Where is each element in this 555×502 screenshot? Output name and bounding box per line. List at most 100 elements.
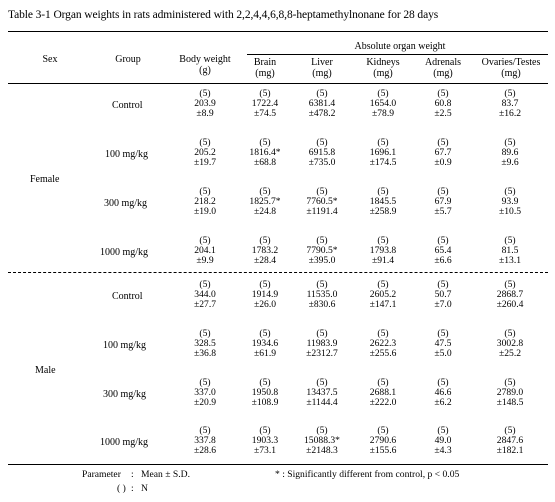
cell-mean: 93.9 — [501, 196, 519, 208]
header-ovaries-testes-unit: (mg) — [501, 67, 521, 79]
cell-mean: 65.4 — [434, 245, 452, 257]
cell-brain: (5) 1914.9 ±26.0 — [235, 279, 295, 311]
cell-mean: 46.6 — [434, 387, 452, 399]
group-label: 1000 mg/kg — [100, 247, 149, 258]
cell-n: (5) — [377, 328, 389, 339]
cell-mean: 2847.6 — [496, 435, 524, 447]
cell-n: (5) — [377, 137, 389, 148]
cell-n: (5) — [437, 186, 449, 197]
cell-n: (5) — [437, 328, 449, 339]
sex-label-female: Female — [30, 174, 60, 185]
cell-mean: 337.0 — [194, 387, 216, 399]
cell-sd: ±68.8 — [253, 157, 277, 169]
cell-sd: ±147.1 — [369, 299, 397, 311]
cell-brain: (5) 1722.4 ±74.5 — [235, 88, 295, 120]
cell-n: (5) — [437, 425, 449, 436]
cell-sd: ±26.0 — [253, 299, 277, 311]
header-group: Group — [115, 54, 141, 65]
cell-n: (5) — [316, 377, 328, 388]
cell-sd: ±8.9 — [196, 108, 214, 120]
cell-n: (5) — [504, 137, 516, 148]
cell-n: (5) — [199, 137, 211, 148]
cell-n: (5) — [259, 377, 271, 388]
cell-sd: ±6.6 — [434, 255, 452, 267]
header-body-weight-label: Body weight — [179, 54, 231, 65]
cell-liver: (5) 7760.5* ±1191.4 — [292, 186, 352, 218]
cell-mean: 7760.5* — [306, 196, 338, 208]
cell-mean: 83.7 — [501, 98, 519, 110]
cell-mean: 15088.3* — [304, 435, 340, 447]
cell-n: (5) — [259, 137, 271, 148]
cell-adrenals: (5) 49.0 ±4.3 — [413, 425, 473, 457]
top-rule — [8, 31, 548, 32]
cell-mean: 1783.2 — [251, 245, 279, 257]
cell-kidneys: (5) 1793.8 ±91.4 — [353, 235, 413, 267]
cell-sd: ±28.6 — [193, 445, 217, 457]
group-label: Control — [112, 291, 143, 302]
cell-sd: ±36.8 — [193, 348, 217, 360]
cell-n: (5) — [504, 279, 516, 290]
cell-mean: 203.9 — [194, 98, 216, 110]
cell-n: (5) — [377, 279, 389, 290]
cell-n: (5) — [259, 328, 271, 339]
group-label: 300 mg/kg — [103, 389, 147, 400]
cell-body-weight: (5) 328.5 ±36.8 — [175, 328, 235, 360]
cell-n: (5) — [504, 328, 516, 339]
cell-n: (5) — [377, 425, 389, 436]
cell-liver: (5) 6381.4 ±478.2 — [292, 88, 352, 120]
cell-mean: 60.8 — [434, 98, 452, 110]
cell-mean: 1934.6 — [251, 338, 279, 350]
cell-mean: 204.1 — [194, 245, 216, 257]
cell-mean: 6381.4 — [308, 98, 336, 110]
cell-mean: 47.5 — [434, 338, 452, 350]
group-label: 300 mg/kg — [104, 198, 148, 209]
cell-ovaries-testes: (5) 81.5 ±13.1 — [480, 235, 540, 267]
cell-sd: ±91.4 — [371, 255, 395, 267]
cell-mean: 328.5 — [194, 338, 216, 350]
header-liver-label: Liver — [311, 57, 333, 68]
cell-ovaries-testes: (5) 2868.7 ±260.4 — [480, 279, 540, 311]
cell-sd: ±9.6 — [501, 157, 519, 169]
cell-body-weight: (5) 337.8 ±28.6 — [175, 425, 235, 457]
cell-mean: 2605.2 — [369, 289, 397, 301]
cell-sd: ±9.9 — [196, 255, 214, 267]
cell-n: (5) — [259, 279, 271, 290]
cell-mean: 6915.8 — [308, 147, 336, 159]
cell-brain: (5) 1934.6 ±61.9 — [235, 328, 295, 360]
cell-mean: 2789.0 — [496, 387, 524, 399]
cell-brain: (5) 1825.7* ±24.8 — [235, 186, 295, 218]
cell-n: (5) — [437, 88, 449, 99]
absolute-organ-weight-rule — [247, 54, 548, 55]
cell-mean: 49.0 — [434, 435, 452, 447]
cell-mean: 1816.4* — [249, 147, 281, 159]
footnote-parameter-colon: : — [131, 469, 134, 480]
cell-sd: ±395.0 — [308, 255, 336, 267]
sex-label-male: Male — [35, 365, 56, 376]
footnote-n-colon: : — [131, 483, 134, 494]
cell-mean: 50.7 — [434, 289, 452, 301]
cell-sd: ±1144.4 — [306, 397, 338, 409]
cell-mean: 344.0 — [194, 289, 216, 301]
cell-kidneys: (5) 1696.1 ±174.5 — [353, 137, 413, 169]
cell-n: (5) — [504, 88, 516, 99]
group-label: 100 mg/kg — [103, 340, 147, 351]
cell-sd: ±13.1 — [498, 255, 522, 267]
cell-n: (5) — [259, 88, 271, 99]
cell-n: (5) — [437, 279, 449, 290]
cell-mean: 2622.3 — [369, 338, 397, 350]
cell-body-weight: (5) 204.1 ±9.9 — [175, 235, 235, 267]
cell-sd: ±258.9 — [369, 206, 397, 218]
header-brain: Brain (mg) — [240, 57, 290, 79]
cell-sd: ±174.5 — [369, 157, 397, 169]
cell-body-weight: (5) 205.2 ±19.7 — [175, 137, 235, 169]
cell-n: (5) — [377, 88, 389, 99]
cell-mean: 3002.8 — [496, 338, 524, 350]
cell-mean: 1696.1 — [369, 147, 397, 159]
cell-body-weight: (5) 344.0 ±27.7 — [175, 279, 235, 311]
cell-mean: 337.8 — [194, 435, 216, 447]
cell-mean: 7790.5* — [306, 245, 338, 257]
cell-n: (5) — [316, 328, 328, 339]
cell-n: (5) — [316, 186, 328, 197]
header-body-weight: Body weight (g) — [170, 54, 240, 76]
cell-sd: ±260.4 — [496, 299, 524, 311]
